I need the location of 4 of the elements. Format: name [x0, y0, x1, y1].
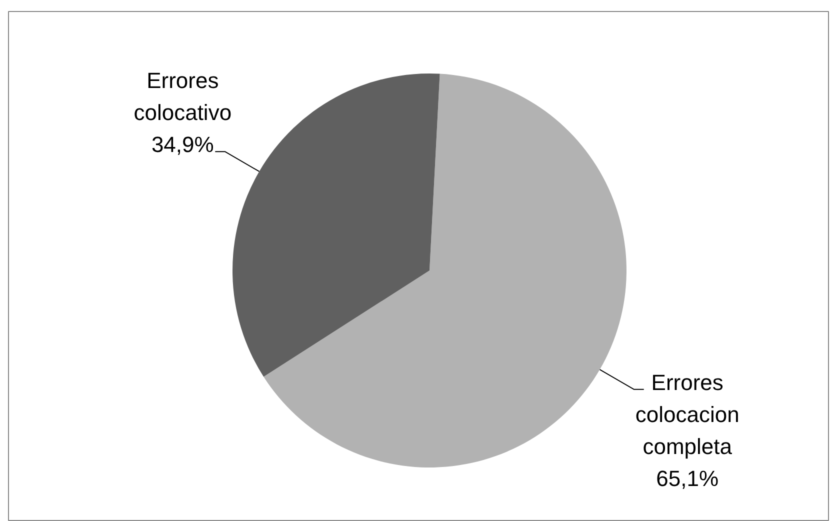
data-label: 65,1% — [656, 466, 719, 491]
slice-label: Errores colocativo — [134, 68, 232, 126]
data-label: 34,9% — [151, 132, 214, 158]
slice-label: Errores colocacion completa — [635, 370, 740, 459]
